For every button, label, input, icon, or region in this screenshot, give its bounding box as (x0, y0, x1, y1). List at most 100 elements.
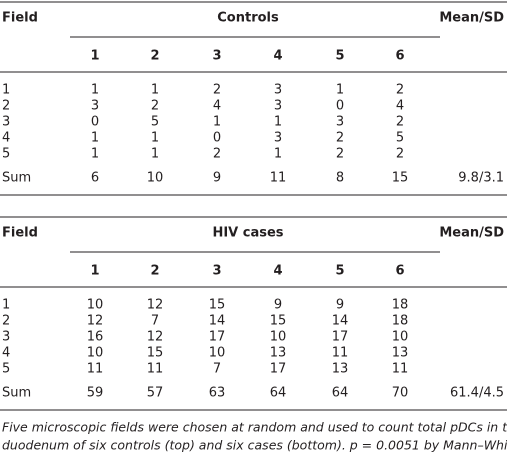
cell: 4 (213, 99, 221, 114)
cell: 12 (147, 298, 164, 313)
column-header: 6 (395, 49, 404, 64)
cell: 3 (91, 99, 99, 114)
cell: 2 (396, 115, 404, 130)
column-header: 4 (273, 264, 282, 279)
column-header: 5 (335, 264, 344, 279)
cell: 2 (396, 147, 404, 162)
cell: 11 (332, 346, 349, 361)
column-header: 6 (395, 264, 404, 279)
sum-cell: 6 (91, 171, 99, 186)
mean-header: Mean/SD (439, 226, 504, 241)
cell: 10 (392, 330, 409, 345)
sum-cell: 10 (147, 171, 164, 186)
cell: 4 (396, 99, 404, 114)
sum-cell: 11 (270, 171, 287, 186)
cell: 0 (213, 131, 221, 146)
cell: 2 (336, 147, 344, 162)
row-label: 5 (2, 362, 10, 377)
row-label: 2 (2, 99, 10, 114)
row-label: 4 (2, 131, 10, 146)
cell: 7 (213, 362, 221, 377)
row-label: 1 (2, 298, 10, 313)
cell: 2 (151, 99, 159, 114)
cell: 3 (336, 115, 344, 130)
column-header: 1 (90, 264, 99, 279)
sum-cell: 57 (147, 386, 164, 401)
sum-cell: 64 (332, 386, 349, 401)
cell: 1 (151, 83, 159, 98)
cell: 9 (336, 298, 344, 313)
cell: 15 (147, 346, 164, 361)
cell: 11 (147, 362, 164, 377)
row-label: 3 (2, 330, 10, 345)
mean-header: Mean/SD (439, 11, 504, 26)
sum-cell: 59 (87, 386, 104, 401)
cell: 16 (87, 330, 104, 345)
cell: 12 (87, 314, 104, 329)
cell: 17 (332, 330, 349, 345)
cell: 1 (91, 83, 99, 98)
cell: 1 (151, 131, 159, 146)
cell: 7 (151, 314, 159, 329)
cell: 10 (270, 330, 287, 345)
cell: 3 (274, 99, 282, 114)
cell: 2 (336, 131, 344, 146)
row-label: 4 (2, 346, 10, 361)
cell: 10 (87, 346, 104, 361)
sum-cell: 9 (213, 171, 221, 186)
cell: 15 (270, 314, 287, 329)
mean-sd: 61.4/4.5 (450, 386, 504, 401)
cell: 11 (87, 362, 104, 377)
cell: 13 (332, 362, 349, 377)
row-label: 2 (2, 314, 10, 329)
field-header: Field (2, 11, 38, 26)
row-label: 1 (2, 83, 10, 98)
cell: 18 (392, 298, 409, 313)
cell: 1 (91, 131, 99, 146)
column-header: 1 (90, 49, 99, 64)
mean-sd: 9.8/3.1 (458, 171, 504, 186)
sum-cell: 15 (392, 171, 409, 186)
cell: 9 (274, 298, 282, 313)
cell: 1 (213, 115, 221, 130)
cell: 1 (91, 147, 99, 162)
sum-cell: 70 (392, 386, 409, 401)
cell: 3 (274, 131, 282, 146)
sum-cell: 8 (336, 171, 344, 186)
cell: 12 (147, 330, 164, 345)
cell: 2 (213, 83, 221, 98)
cell: 17 (270, 362, 287, 377)
cell: 5 (396, 131, 404, 146)
cell: 11 (392, 362, 409, 377)
sum-label: Sum (2, 386, 31, 401)
field-header: Field (2, 226, 38, 241)
cell: 1 (274, 147, 282, 162)
cell: 15 (209, 298, 226, 313)
cell: 10 (209, 346, 226, 361)
column-header: 3 (212, 264, 221, 279)
column-header: 5 (335, 49, 344, 64)
sum-label: Sum (2, 171, 31, 186)
cell: 18 (392, 314, 409, 329)
group-header: Controls (217, 11, 279, 26)
cell: 13 (392, 346, 409, 361)
cell: 13 (270, 346, 287, 361)
cell: 0 (91, 115, 99, 130)
cell: 0 (336, 99, 344, 114)
cell: 2 (396, 83, 404, 98)
cell: 1 (336, 83, 344, 98)
caption: duodenum of six controls (top) and six c… (2, 438, 507, 453)
cell: 14 (332, 314, 349, 329)
cell: 1 (274, 115, 282, 130)
caption: Five microscopic fields were chosen at r… (2, 420, 507, 435)
cell: 2 (213, 147, 221, 162)
cell: 14 (209, 314, 226, 329)
sum-cell: 64 (270, 386, 287, 401)
cell: 3 (274, 83, 282, 98)
column-header: 2 (150, 49, 159, 64)
sum-cell: 63 (209, 386, 226, 401)
cell: 17 (209, 330, 226, 345)
column-header: 4 (273, 49, 282, 64)
cell: 5 (151, 115, 159, 130)
